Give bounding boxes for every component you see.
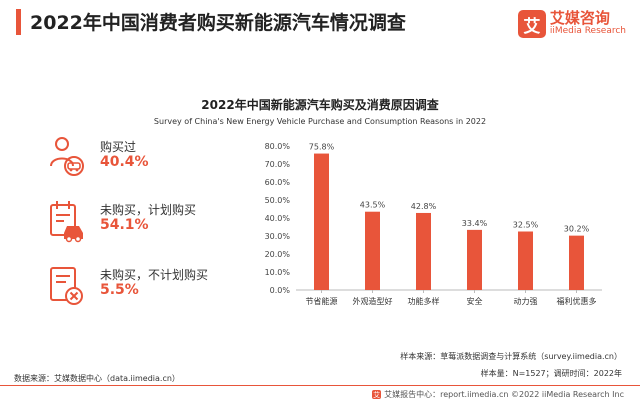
document-cancel-icon — [50, 267, 83, 305]
stat-value: 40.4% — [100, 154, 149, 170]
logo-name-cn: 艾媒咨询 — [549, 9, 610, 28]
bar-value-label: 30.2% — [564, 225, 590, 234]
footer-logo-icon: 艾 — [372, 390, 382, 399]
y-tick-label: 20.0% — [265, 250, 291, 259]
y-tick-label: 40.0% — [265, 214, 291, 223]
y-tick-label: 50.0% — [265, 196, 291, 205]
stat-label: 未购买，不计划购买 — [100, 268, 209, 282]
title-accent-bar — [16, 9, 21, 35]
stat-plan-to-buy: 未购买，计划购买 54.1% — [40, 199, 270, 251]
person-car-icon — [50, 137, 84, 176]
x-tick-label: 福利优惠多 — [557, 296, 597, 306]
x-tick-label: 外观造型好 — [353, 296, 393, 306]
header: 2022年中国消费者购买新能源汽车情况调查 艾 艾媒咨询 iiMedia Res… — [0, 0, 640, 48]
x-tick-label: 节省能源 — [306, 296, 338, 306]
calendar-car-icon — [50, 201, 83, 243]
y-tick-label: 80.0% — [265, 142, 291, 151]
page-title: 2022年中国消费者购买新能源汽车情况调查 — [30, 12, 406, 34]
chart-title: 2022年中国新能源汽车购买及消费原因调查 — [201, 98, 439, 112]
x-tick-label: 安全 — [467, 296, 483, 306]
y-tick-label: 30.0% — [265, 232, 291, 241]
stat-value: 5.5% — [100, 282, 139, 298]
bar — [416, 212, 431, 290]
y-tick-label: 0.0% — [270, 286, 291, 295]
bar-chart: 0.0% 10.0% 20.0% 30.0% 40.0% 50.0% 60.0% 70.0% 8… — [265, 142, 602, 306]
logo-mark-icon: 艾 — [517, 10, 546, 38]
bar — [518, 231, 533, 290]
sample-source-note: 样本来源：草莓派数据调查与计算系统（survey.iimedia.cn） — [400, 352, 622, 361]
footer-divider — [0, 385, 640, 386]
sample-info-note: 样本量：N=1527；调研时间：2022年 — [480, 369, 622, 378]
bar — [569, 235, 584, 290]
y-tick-label: 70.0% — [265, 160, 291, 169]
x-tick-label: 功能多样 — [408, 296, 440, 306]
x-tick-label: 动力强 — [514, 296, 538, 306]
logo-name-en: iiMedia Research — [549, 26, 626, 37]
bar — [467, 229, 482, 290]
stat-no-plan: 未购买，不计划购买 5.5% — [40, 264, 270, 316]
stat-label: 未购买，计划购买 — [100, 203, 197, 217]
bar-value-label: 32.5% — [513, 221, 539, 230]
iimedia-logo: 艾 艾媒咨询 iiMedia Research — [517, 5, 626, 43]
stat-label: 购买过 — [100, 140, 137, 154]
bar — [314, 153, 329, 290]
y-tick-label: 60.0% — [265, 178, 291, 187]
data-source-note: 数据来源：艾媒数据中心（data.iimedia.cn） — [14, 374, 180, 383]
y-tick-label: 10.0% — [265, 268, 291, 277]
stat-purchased: 购买过 40.4% — [40, 136, 270, 188]
bar — [365, 211, 380, 290]
bar-value-label: 43.5% — [360, 201, 386, 210]
bar-value-label: 42.8% — [411, 202, 437, 211]
bar-value-label: 33.4% — [462, 219, 488, 228]
stat-value: 54.1% — [100, 217, 149, 233]
footer: 艾 艾媒报告中心：report.iimedia.cn ©2022 iiMedia… — [372, 389, 624, 400]
chart-subtitle: Survey of China's New Energy Vehicle Pur… — [153, 117, 487, 126]
bar-value-label: 75.8% — [309, 143, 335, 152]
footer-text: 艾媒报告中心：report.iimedia.cn ©2022 iiMedia R… — [384, 390, 624, 399]
